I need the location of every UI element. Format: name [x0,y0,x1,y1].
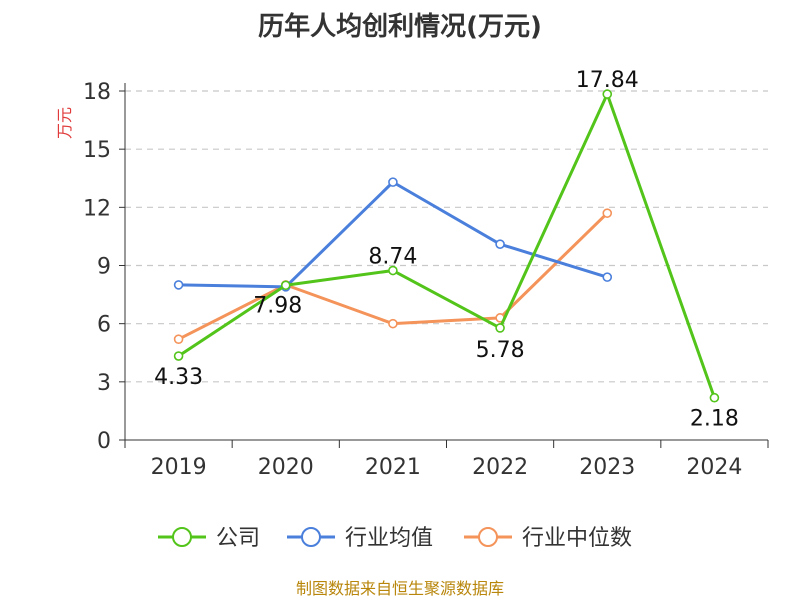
y-tick-label: 18 [83,80,111,105]
y-tick-label: 15 [83,138,111,163]
legend-item-2[interactable]: 行业中位数 [464,526,632,551]
legend-item-0[interactable]: 公司 [158,526,260,551]
data-point [602,89,613,99]
y-tick-label: 6 [97,313,111,338]
x-tick-label: 2019 [151,455,207,480]
legend-marker [478,527,498,547]
y-axis-label: 万元 [55,107,74,139]
data-point [173,334,184,344]
legend-item-1[interactable]: 行业均值 [287,526,433,551]
data-point [495,323,505,333]
legend-marker [172,527,192,547]
data-point [388,177,398,187]
legend-label: 行业中位数 [522,526,632,551]
data-label: 4.33 [154,365,203,390]
legend-label: 公司 [216,526,260,551]
x-tick-label: 2021 [365,455,421,480]
source-note: 制图数据来自恒生聚源数据库 [296,579,504,598]
data-point [388,318,398,329]
y-tick-label: 0 [97,429,111,454]
data-point [280,280,291,291]
data-label: 5.78 [476,338,525,363]
x-tick-label: 2020 [258,455,314,480]
legend: 公司 行业均值 行业中位数 [158,526,632,551]
series-line [177,92,716,399]
y-tick-label: 12 [83,196,111,221]
data-point [173,351,184,361]
data-point [173,280,184,290]
data-point [495,239,505,249]
data-label: 17.84 [576,68,639,93]
legend-label: 行业均值 [345,526,433,551]
data-label: 2.18 [690,407,739,432]
axes: 0 3 6 9 12 15 18 2019 2020 2021 2022 2023 2024 [83,80,769,480]
data-point [388,265,398,276]
y-tick-label: 9 [97,255,111,280]
legend-marker [301,527,321,547]
x-tick-label: 2023 [579,455,635,480]
data-labels: 4.33 7.98 8.74 5.78 17.84 2.18 [154,68,739,432]
x-tick-label: 2022 [472,455,528,480]
chart-title: 历年人均创利情况(万元) [258,11,542,42]
data-label: 8.74 [368,245,417,270]
series-0 [173,89,720,403]
y-tick-label: 3 [97,371,111,396]
data-point [602,272,613,282]
data-label: 7.98 [253,293,302,318]
data-point [602,208,613,218]
gridlines [125,90,768,383]
data-point [709,392,720,403]
series-layer [173,89,720,403]
x-tick-label: 2024 [686,455,742,480]
